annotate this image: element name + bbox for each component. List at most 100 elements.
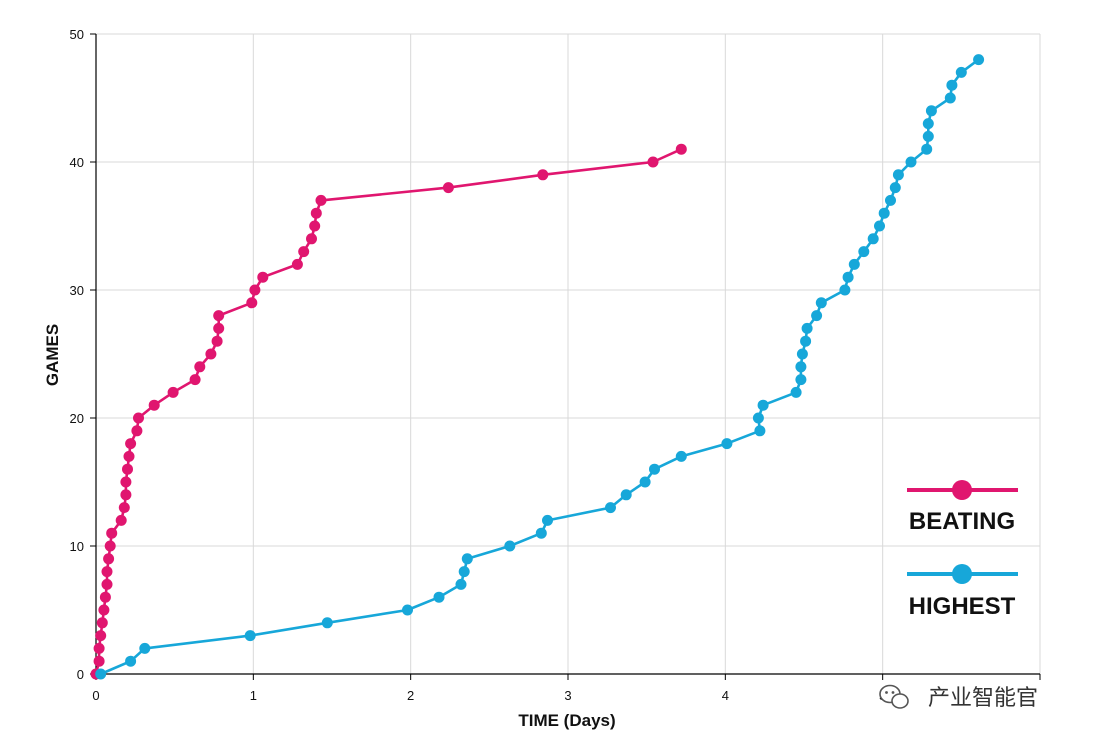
data-point-highest bbox=[649, 463, 660, 475]
data-point-highest bbox=[244, 630, 256, 642]
data-point-highest bbox=[905, 156, 917, 168]
data-point-highest bbox=[458, 566, 470, 578]
data-point-highest bbox=[921, 143, 933, 155]
data-point-beating bbox=[99, 591, 111, 603]
data-point-beating bbox=[122, 463, 133, 475]
y-tick-label: 10 bbox=[70, 539, 84, 554]
series-layer bbox=[90, 54, 985, 680]
data-point-beating bbox=[310, 207, 322, 219]
data-point-beating bbox=[118, 502, 130, 514]
data-point-beating bbox=[125, 438, 137, 450]
data-point-highest bbox=[620, 489, 632, 501]
data-point-highest bbox=[811, 310, 823, 322]
data-point-highest bbox=[95, 668, 107, 680]
data-point-highest bbox=[139, 642, 151, 654]
legend-marker-beating bbox=[952, 480, 972, 500]
data-point-beating bbox=[120, 476, 132, 488]
data-point-beating bbox=[257, 271, 269, 283]
data-point-beating bbox=[148, 399, 160, 411]
data-point-highest bbox=[858, 246, 870, 258]
data-point-beating bbox=[249, 284, 261, 296]
data-point-highest bbox=[815, 297, 827, 309]
y-tick-label: 50 bbox=[70, 27, 84, 42]
data-point-beating bbox=[205, 348, 217, 360]
legend: BEATING HIGHEST bbox=[907, 480, 1018, 620]
data-point-highest bbox=[925, 105, 937, 117]
data-point-beating bbox=[167, 386, 179, 398]
data-point-highest bbox=[721, 438, 733, 450]
data-point-highest bbox=[944, 92, 956, 104]
data-point-highest bbox=[795, 374, 807, 386]
series-line-beating bbox=[94, 148, 682, 675]
data-point-highest bbox=[955, 66, 967, 78]
data-point-highest bbox=[605, 502, 616, 514]
data-point-highest bbox=[455, 578, 467, 590]
data-point-beating bbox=[101, 578, 113, 590]
data-point-beating bbox=[96, 617, 108, 629]
data-point-highest bbox=[922, 130, 934, 142]
data-point-highest bbox=[839, 284, 851, 296]
data-point-beating bbox=[291, 258, 303, 270]
data-point-highest bbox=[542, 514, 553, 526]
data-point-beating bbox=[103, 553, 115, 565]
data-point-beating bbox=[306, 233, 317, 245]
y-tick-label: 0 bbox=[77, 667, 84, 682]
data-point-beating bbox=[98, 604, 110, 616]
data-point-beating bbox=[131, 425, 143, 437]
data-point-highest bbox=[800, 335, 812, 347]
data-point-highest bbox=[402, 604, 413, 616]
data-point-beating bbox=[133, 412, 144, 424]
x-axis-title: TIME (Days) bbox=[518, 711, 615, 730]
wechat-icon bbox=[879, 684, 909, 709]
data-point-beating bbox=[309, 220, 321, 232]
data-point-beating bbox=[101, 566, 113, 578]
data-point-beating bbox=[194, 361, 206, 373]
data-point-beating bbox=[211, 335, 223, 347]
data-point-beating bbox=[104, 540, 116, 552]
data-point-highest bbox=[754, 425, 766, 437]
data-point-highest bbox=[535, 527, 547, 539]
data-point-highest bbox=[878, 207, 890, 219]
y-axis-title: GAMES bbox=[43, 324, 62, 386]
data-point-highest bbox=[848, 258, 860, 270]
series-beating bbox=[90, 143, 687, 680]
data-point-beating bbox=[213, 322, 225, 334]
data-point-highest bbox=[125, 655, 137, 667]
series-line-highest bbox=[100, 58, 980, 676]
data-point-beating bbox=[647, 156, 659, 168]
data-point-beating bbox=[93, 655, 105, 667]
legend-label-highest: HIGHEST bbox=[909, 593, 1016, 620]
data-point-beating bbox=[189, 374, 201, 386]
watermark-text: 产业智能官 bbox=[928, 686, 1038, 711]
data-point-highest bbox=[889, 182, 901, 194]
y-tick-label: 40 bbox=[70, 155, 84, 170]
data-point-highest bbox=[973, 54, 985, 66]
data-point-highest bbox=[892, 169, 904, 181]
data-point-highest bbox=[504, 540, 516, 552]
data-point-highest bbox=[842, 271, 854, 283]
data-point-highest bbox=[867, 233, 879, 245]
data-point-beating bbox=[93, 642, 105, 654]
watermark: 产业智能官 bbox=[879, 684, 1038, 711]
data-point-beating bbox=[120, 489, 132, 501]
data-point-highest bbox=[796, 348, 808, 360]
x-tick-label: 0 bbox=[92, 688, 99, 703]
data-point-highest bbox=[752, 412, 764, 424]
data-point-beating bbox=[675, 143, 687, 155]
legend-item-beating: BEATING bbox=[907, 480, 1018, 535]
data-point-beating bbox=[298, 246, 310, 258]
data-point-highest bbox=[461, 553, 473, 565]
data-point-highest bbox=[675, 450, 687, 462]
data-point-beating bbox=[115, 514, 127, 526]
data-point-beating bbox=[123, 450, 135, 462]
x-tick-label: 3 bbox=[564, 688, 571, 703]
data-point-highest bbox=[757, 399, 769, 411]
legend-label-beating: BEATING bbox=[909, 508, 1015, 535]
data-point-beating bbox=[95, 630, 107, 642]
y-axis-ticks: 0 10 20 30 40 50 bbox=[70, 27, 96, 682]
data-point-beating bbox=[106, 527, 118, 539]
data-point-highest bbox=[321, 617, 333, 629]
data-point-highest bbox=[946, 79, 958, 91]
data-point-beating bbox=[315, 194, 327, 206]
